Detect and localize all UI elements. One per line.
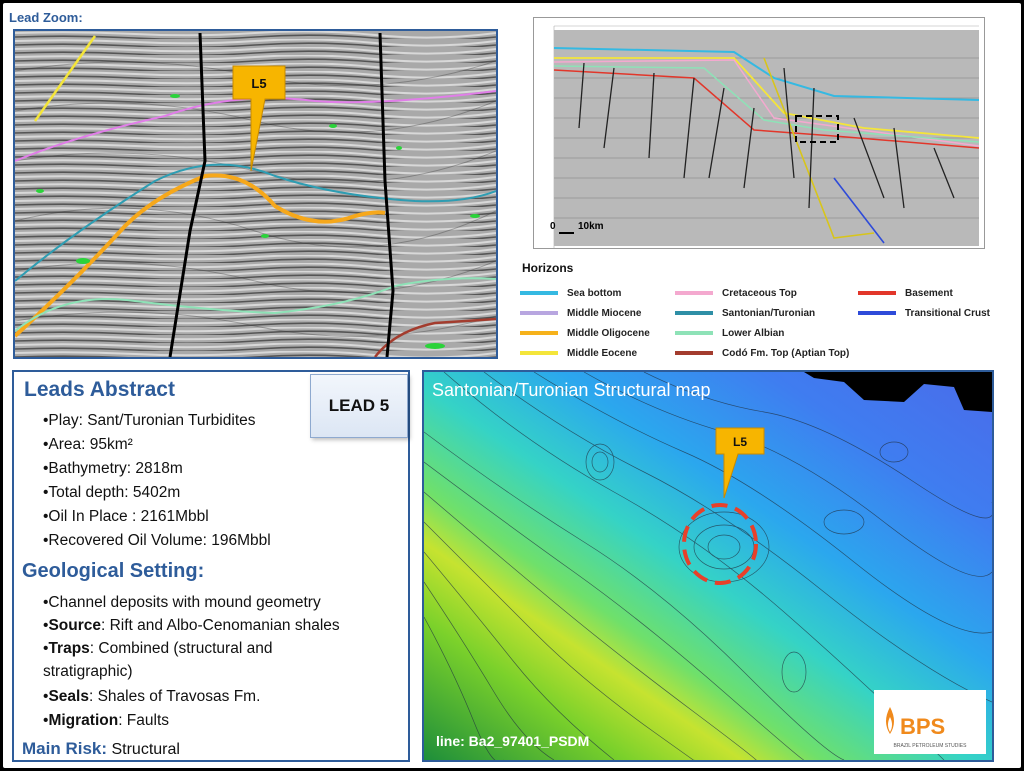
- legend-swatch: [520, 331, 558, 335]
- lead-outline: [682, 503, 758, 585]
- abstract-bullet: •Recovered Oil Volume: 196Mbbl: [43, 532, 271, 549]
- slide: Lead Zoom:: [3, 3, 1021, 768]
- bps-logo: BPS BRAZIL PETROLEUM STUDIES: [874, 690, 986, 754]
- scale-zero: 0: [550, 221, 556, 232]
- legend-swatch: [675, 331, 713, 335]
- abstract-bullet: •Total depth: 5402m: [43, 484, 181, 501]
- abstract-bullet: •Play: Sant/Turonian Turbidites: [43, 412, 256, 429]
- legend-item: Transitional Crust: [858, 306, 990, 320]
- legend-swatch: [520, 351, 558, 355]
- abstract-title: Leads Abstract: [24, 378, 175, 401]
- legend-swatch: [675, 311, 713, 315]
- legend-item: Santonian/Turonian: [675, 306, 815, 320]
- lead-box-marker: [795, 115, 839, 143]
- abstract-bullet: •Oil In Place : 2161Mbbl: [43, 508, 209, 525]
- legend-item: Middle Oligocene: [520, 326, 650, 340]
- legend-item: Sea bottom: [520, 286, 621, 300]
- map-l5-callout: L5: [715, 427, 765, 499]
- legend-swatch: [675, 351, 713, 355]
- geo-bullet: •Source: Rift and Albo-Cenomanian shales: [43, 617, 340, 634]
- legend-swatch: [520, 311, 558, 315]
- geological-setting-title: Geological Setting:: [22, 560, 205, 582]
- l5-callout: L5: [232, 65, 286, 172]
- legend-swatch: [858, 291, 896, 295]
- legend-item: Middle Eocene: [520, 346, 637, 360]
- geo-bullet: •Traps: Combined (structural and: [43, 640, 273, 657]
- legend-item: Middle Miocene: [520, 306, 641, 320]
- geo-bullet: •Channel deposits with mound geometry: [43, 594, 321, 611]
- geo-bullet: •Migration: Faults: [43, 712, 170, 729]
- structural-map: L5 Santonian/Turonian Structural map lin…: [422, 370, 994, 762]
- legend-item: Lower Albian: [675, 326, 784, 340]
- legend-item: Cretaceous Top: [675, 286, 797, 300]
- scale-label: 10km: [578, 221, 604, 232]
- seismic-section-image: 0 10km: [533, 17, 985, 249]
- leads-abstract-panel: Leads Abstract LEAD 5 •Play: Sant/Turoni…: [12, 370, 410, 762]
- lead-badge: LEAD 5: [310, 374, 408, 438]
- abstract-bullet: •Area: 95km²: [43, 436, 133, 453]
- legend-swatch: [858, 311, 896, 315]
- legend-swatch: [520, 291, 558, 295]
- legend-swatch: [675, 291, 713, 295]
- legend-title: Horizons: [522, 261, 574, 275]
- logo-text: BPS: [900, 714, 945, 739]
- map-line-label: line: Ba2_97401_PSDM: [436, 733, 589, 749]
- geo-bullet: •Seals: Shales of Travosas Fm.: [43, 688, 261, 705]
- structural-map-svg: L5 Santonian/Turonian Structural map lin…: [424, 372, 992, 760]
- logo-subtext: BRAZIL PETROLEUM STUDIES: [894, 743, 968, 749]
- seismic-section-svg: 0 10km: [534, 18, 984, 248]
- legend-item: Codó Fm. Top (Aptian Top): [675, 346, 849, 360]
- seismic-zoom-svg: L5: [15, 31, 496, 357]
- lead-zoom-label: Lead Zoom:: [9, 10, 83, 25]
- seismic-zoom-image: L5: [13, 29, 498, 359]
- legend-item: Basement: [858, 286, 953, 300]
- geo-bullet: stratigraphic): [43, 663, 133, 680]
- zoom-callout-label: L5: [251, 76, 266, 91]
- map-title: Santonian/Turonian Structural map: [432, 380, 711, 400]
- map-callout-label: L5: [733, 435, 747, 449]
- abstract-bullet: •Bathymetry: 2818m: [43, 460, 183, 477]
- main-risk: Main Risk: Structural: [22, 739, 180, 758]
